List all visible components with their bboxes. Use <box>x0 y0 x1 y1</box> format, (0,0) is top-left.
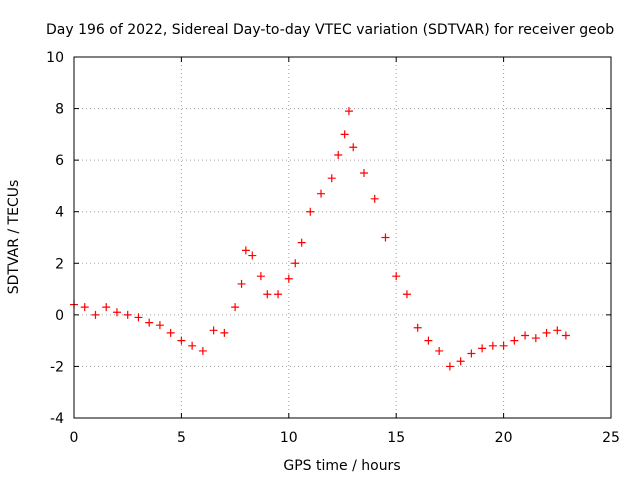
data-point <box>248 251 257 260</box>
x-tick-label: 20 <box>495 430 513 446</box>
y-tick-label: 2 <box>55 256 64 272</box>
data-point <box>317 189 326 198</box>
y-axis-label: SDTVAR / TECUs <box>6 180 22 295</box>
axis-ticks: 0 5 10 15 20 25 -4 -2 0 2 4 6 8 10 <box>46 50 620 446</box>
data-point <box>91 310 100 319</box>
data-point <box>198 346 207 355</box>
data-point <box>478 344 487 353</box>
data-point <box>274 290 283 299</box>
x-tick-label: 0 <box>70 430 79 446</box>
x-tick-label: 10 <box>280 430 298 446</box>
data-point <box>392 272 401 281</box>
data-point <box>445 362 454 371</box>
data-point <box>359 169 368 178</box>
chart-title: Day 196 of 2022, Sidereal Day-to-day VTE… <box>46 22 614 38</box>
data-point <box>542 328 551 337</box>
data-point <box>349 143 358 152</box>
data-point <box>381 233 390 242</box>
data-point <box>188 341 197 350</box>
data-point <box>291 259 300 268</box>
data-point <box>521 331 530 340</box>
x-tick-label: 5 <box>177 430 186 446</box>
data-point <box>499 341 508 350</box>
data-point <box>256 272 265 281</box>
data-point <box>155 321 164 330</box>
data-point <box>284 274 293 283</box>
data-point <box>241 246 250 255</box>
x-tick-label: 15 <box>387 430 405 446</box>
data-point <box>145 318 154 327</box>
y-tick-label: 6 <box>55 153 64 169</box>
grid-lines <box>74 57 611 418</box>
data-point <box>327 174 336 183</box>
data-point <box>80 303 89 312</box>
data-point <box>334 150 343 159</box>
data-point <box>123 310 132 319</box>
data-point <box>306 207 315 216</box>
x-axis-label: GPS time / hours <box>283 458 400 474</box>
data-point <box>370 194 379 203</box>
y-tick-label: 8 <box>55 102 64 118</box>
data-point <box>134 313 143 322</box>
data-point <box>413 323 422 332</box>
data-point <box>297 238 306 247</box>
data-point <box>102 303 111 312</box>
y-tick-label: -4 <box>50 411 64 427</box>
data-point <box>402 290 411 299</box>
data-point <box>467 349 476 358</box>
x-tick-label: 25 <box>602 430 620 446</box>
data-point <box>435 346 444 355</box>
data-point <box>177 336 186 345</box>
y-tick-label: 0 <box>55 308 64 324</box>
y-tick-label: 10 <box>46 50 64 66</box>
data-point <box>531 334 540 343</box>
data-point <box>231 303 240 312</box>
data-point <box>112 308 121 317</box>
data-point <box>209 326 218 335</box>
data-point <box>344 107 353 116</box>
data-points <box>70 107 570 371</box>
data-point <box>456 357 465 366</box>
data-point <box>220 328 229 337</box>
data-point <box>424 336 433 345</box>
data-point <box>263 290 272 299</box>
y-tick-label: -2 <box>50 359 64 375</box>
data-point <box>553 326 562 335</box>
data-point <box>237 279 246 288</box>
data-point <box>340 130 349 139</box>
y-tick-label: 4 <box>55 205 64 221</box>
plot-border <box>73 56 612 419</box>
data-point <box>561 331 570 340</box>
data-point <box>510 336 519 345</box>
data-point <box>166 328 175 337</box>
data-point <box>488 341 497 350</box>
